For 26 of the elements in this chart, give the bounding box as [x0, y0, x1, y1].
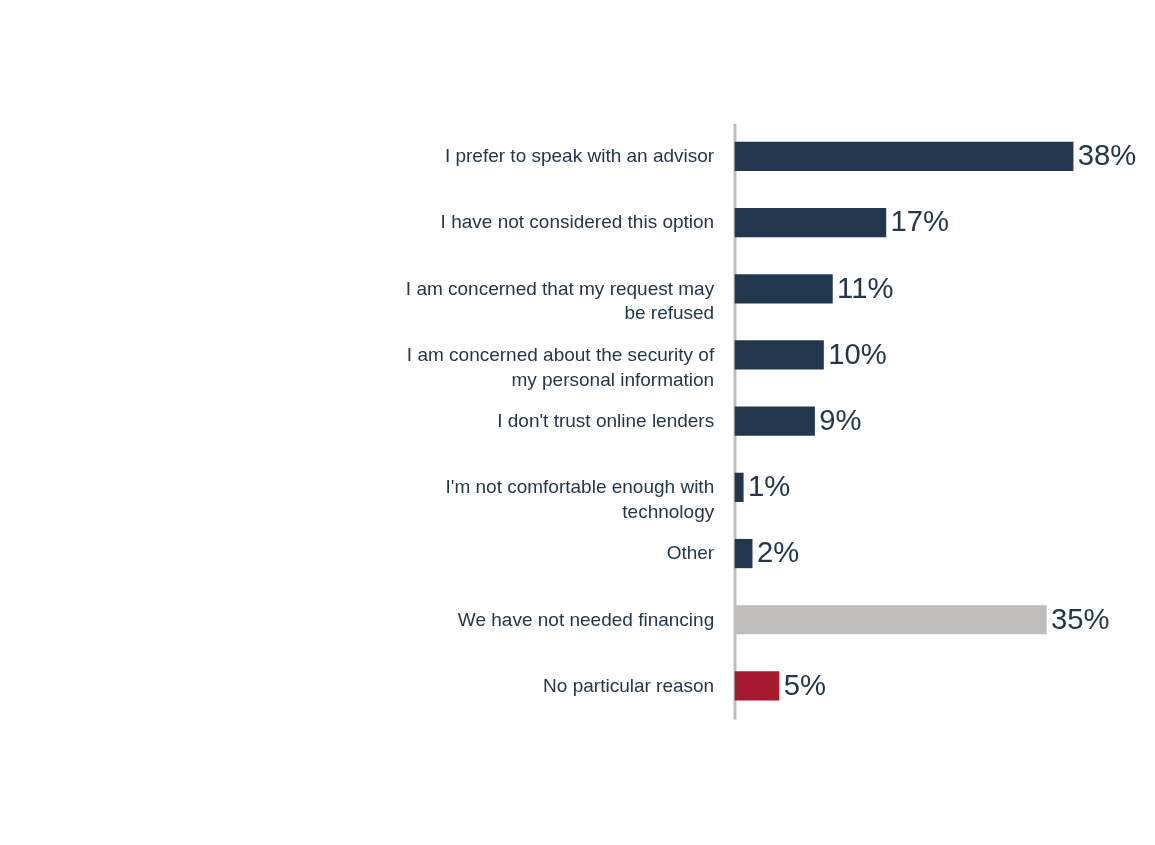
y-tick-label: Other [666, 542, 715, 564]
data-label: 5% [783, 668, 826, 701]
data-label: 2% [756, 536, 800, 569]
y-tick-label: No particular reason [543, 674, 715, 696]
bar [734, 207, 887, 238]
y-tick-label: I prefer to speak with an advisor [444, 145, 715, 167]
y-tick-label: We have not needed financing [457, 608, 715, 630]
data-label: 17% [890, 205, 950, 238]
y-tick-label: I'm not comfortable enough with technology [445, 476, 715, 523]
bar [734, 340, 824, 370]
bar [734, 472, 744, 502]
y-tick-label: I am concerned about the security of my personal information [406, 343, 715, 390]
bar [734, 406, 815, 436]
y-tick-label: I am concerned that my request may be refused [405, 277, 715, 324]
data-label: 35% [1051, 602, 1110, 635]
y-tick-label: I have not considered this option [440, 211, 715, 233]
data-label: 9% [819, 403, 862, 436]
data-label: 38% [1077, 139, 1137, 172]
data-label: 11% [837, 271, 894, 304]
bar [734, 141, 1074, 171]
bar [734, 538, 753, 569]
data-label: 10% [828, 337, 887, 370]
bar [734, 671, 780, 701]
bar [734, 274, 833, 304]
data-label: 1% [747, 470, 791, 503]
y-tick-label: I don't trust online lenders [497, 410, 715, 431]
